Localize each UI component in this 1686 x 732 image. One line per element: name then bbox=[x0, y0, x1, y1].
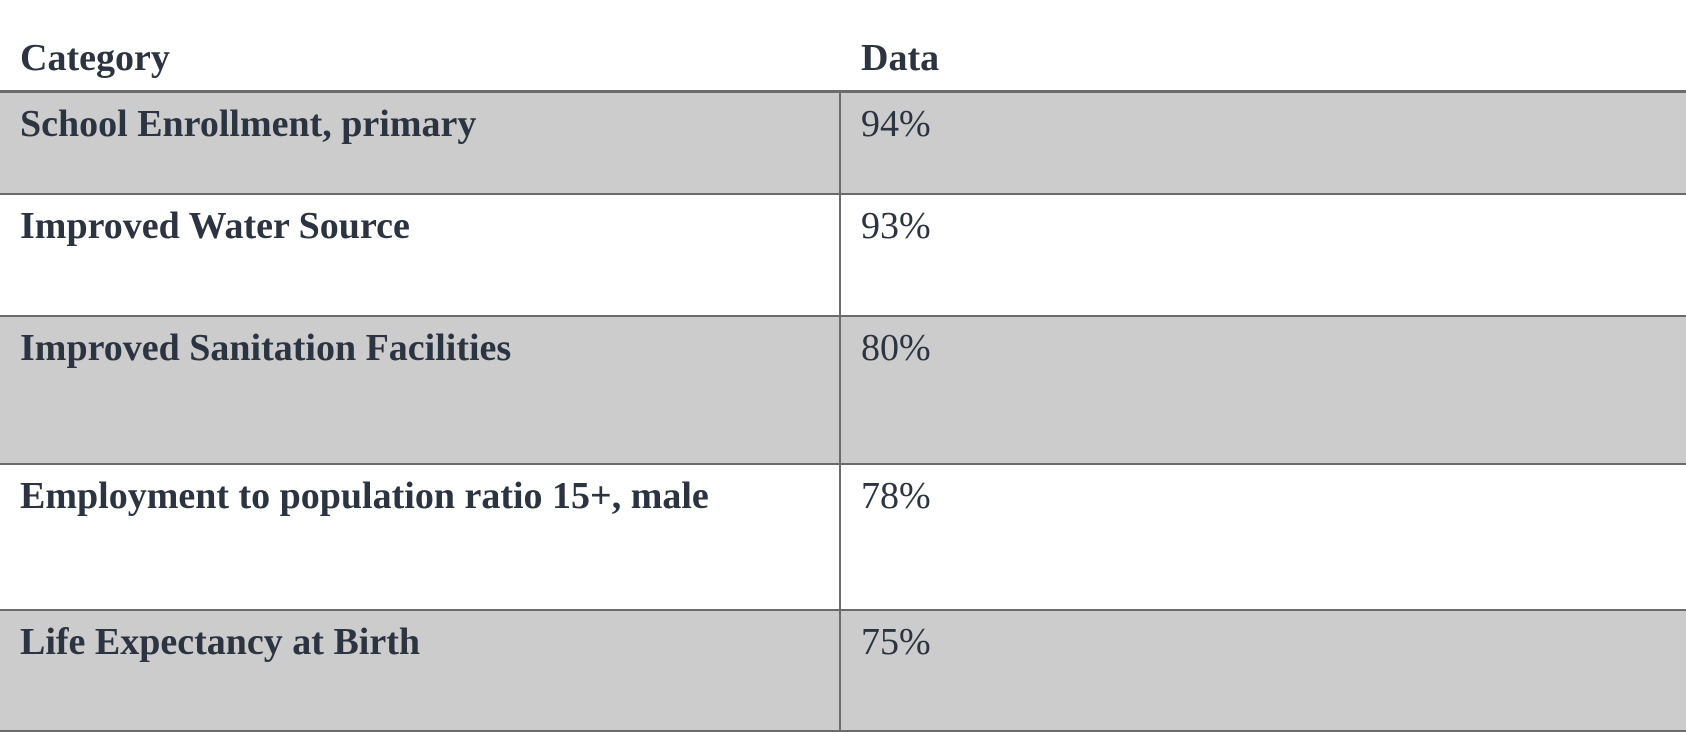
row-category: Life Expectancy at Birth bbox=[0, 611, 841, 730]
table-row: Life Expectancy at Birth 75% bbox=[0, 611, 1686, 732]
table-row: Employment to population ratio 15+, male… bbox=[0, 465, 1686, 611]
row-data: 75% bbox=[861, 621, 931, 663]
row-category: Improved Water Source bbox=[0, 195, 841, 315]
table-header-row: Category Data bbox=[0, 0, 1686, 93]
table-row: School Enrollment, primary 94% bbox=[0, 93, 1686, 195]
header-data: Data bbox=[861, 37, 940, 79]
row-category: Improved Sanitation Facilities bbox=[0, 317, 841, 463]
table-row: Improved Sanitation Facilities 80% bbox=[0, 317, 1686, 465]
table-row: Improved Water Source 93% bbox=[0, 195, 1686, 317]
row-data: 93% bbox=[861, 205, 931, 247]
row-category: School Enrollment, primary bbox=[0, 93, 841, 193]
row-category: Employment to population ratio 15+, male bbox=[0, 465, 841, 609]
row-data: 78% bbox=[861, 475, 931, 517]
row-data: 94% bbox=[861, 103, 931, 145]
row-data: 80% bbox=[861, 327, 931, 369]
header-category: Category bbox=[20, 37, 170, 79]
